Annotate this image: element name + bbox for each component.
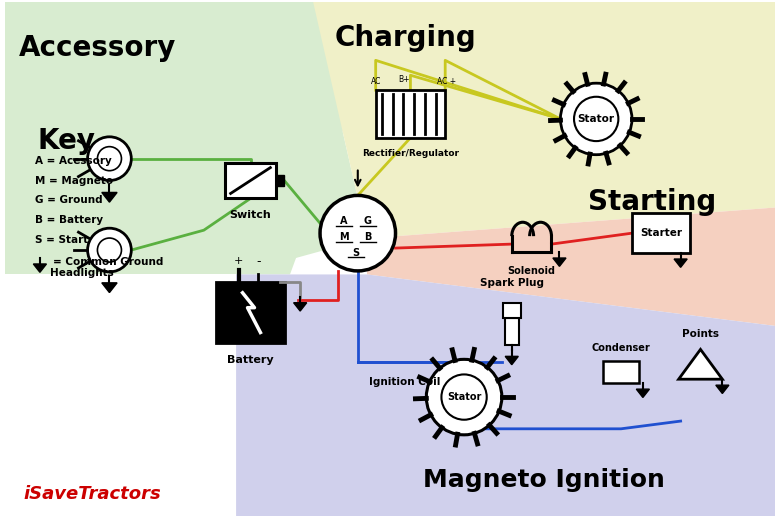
Circle shape <box>442 375 487 420</box>
Text: AC +: AC + <box>437 77 456 86</box>
Text: M = Magneto: M = Magneto <box>35 176 113 185</box>
Polygon shape <box>674 259 687 267</box>
Text: S: S <box>352 248 360 258</box>
Text: S = Start: S = Start <box>35 235 88 245</box>
Polygon shape <box>5 275 236 516</box>
Text: Key: Key <box>38 126 96 155</box>
FancyBboxPatch shape <box>632 213 690 253</box>
FancyBboxPatch shape <box>277 175 284 186</box>
Polygon shape <box>636 389 649 397</box>
Circle shape <box>98 147 122 171</box>
Polygon shape <box>367 208 775 326</box>
Circle shape <box>426 359 502 435</box>
Text: B+: B+ <box>398 75 410 84</box>
Polygon shape <box>679 350 722 379</box>
Text: A = Acessory: A = Acessory <box>35 155 112 166</box>
Text: B: B <box>364 232 371 242</box>
FancyBboxPatch shape <box>503 303 521 318</box>
Text: Headlights: Headlights <box>50 268 114 278</box>
Text: Condenser: Condenser <box>591 343 650 353</box>
Circle shape <box>574 97 618 141</box>
Text: Solenoid: Solenoid <box>508 266 556 276</box>
Polygon shape <box>5 2 367 275</box>
Text: +: + <box>234 256 243 266</box>
Text: Points: Points <box>682 329 719 339</box>
Text: Accessory: Accessory <box>19 34 176 62</box>
Polygon shape <box>102 193 117 202</box>
FancyBboxPatch shape <box>603 362 639 383</box>
Polygon shape <box>102 283 117 293</box>
Text: Stator: Stator <box>447 392 481 402</box>
Text: G: G <box>363 216 372 226</box>
Circle shape <box>98 238 122 262</box>
Text: A: A <box>340 216 348 226</box>
Text: Ignition Coil: Ignition Coil <box>369 377 440 387</box>
Text: Charging: Charging <box>335 24 477 52</box>
Polygon shape <box>716 385 729 394</box>
Text: Stator: Stator <box>577 114 615 124</box>
Polygon shape <box>553 258 566 266</box>
Circle shape <box>88 228 131 272</box>
Text: Starting: Starting <box>587 189 716 217</box>
Circle shape <box>320 195 395 271</box>
Text: = Common Ground: = Common Ground <box>53 257 164 267</box>
Text: Battery: Battery <box>227 355 274 365</box>
Text: Switch: Switch <box>229 210 271 220</box>
Polygon shape <box>5 2 390 275</box>
Text: Rectifier/Regulator: Rectifier/Regulator <box>362 149 459 158</box>
FancyBboxPatch shape <box>505 318 518 346</box>
Polygon shape <box>505 356 518 365</box>
Text: iSaveTractors: iSaveTractors <box>23 485 160 503</box>
Text: G = Ground: G = Ground <box>35 195 102 206</box>
Polygon shape <box>33 264 46 272</box>
FancyBboxPatch shape <box>225 163 277 198</box>
Text: B = Battery: B = Battery <box>35 215 103 225</box>
Text: M: M <box>339 232 349 242</box>
FancyBboxPatch shape <box>376 90 445 138</box>
Text: AC: AC <box>370 77 381 86</box>
Polygon shape <box>236 275 775 516</box>
Circle shape <box>560 83 632 155</box>
Text: Spark Plug: Spark Plug <box>480 278 544 288</box>
FancyBboxPatch shape <box>215 282 285 343</box>
Text: -: - <box>257 255 260 268</box>
Text: Starter: Starter <box>640 228 682 238</box>
Polygon shape <box>294 303 307 311</box>
Circle shape <box>88 137 131 181</box>
Text: Magneto Ignition: Magneto Ignition <box>423 468 665 492</box>
Polygon shape <box>313 2 775 238</box>
